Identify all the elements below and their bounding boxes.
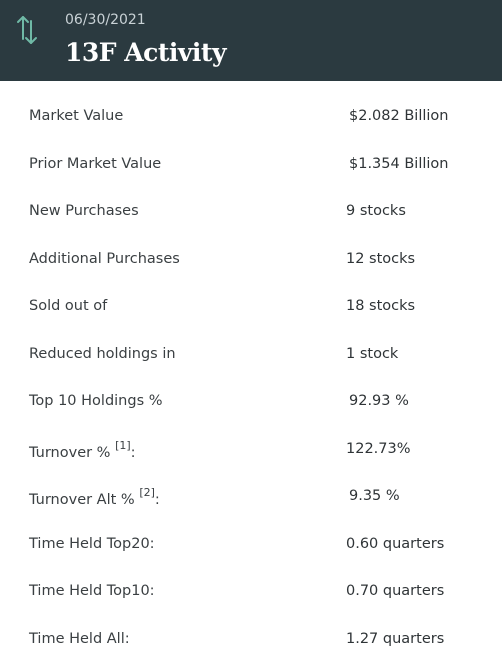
row-label: Turnover Alt % [2]: [29,488,160,508]
row-sold-out-of: Sold out of 18 stocks [0,284,502,332]
row-value: 9.35 % [349,488,400,504]
row-top10-holdings: Top 10 Holdings % 92.93 % [0,379,502,427]
row-label: Time Held Top20: [29,536,155,552]
row-value: $1.354 Billion [349,156,448,172]
row-label: Reduced holdings in [29,346,176,362]
row-time-held-top10: Time Held Top10: 0.70 quarters [0,569,502,617]
row-value: $2.082 Billion [349,108,448,124]
row-value: 9 stocks [346,203,406,219]
row-value: 0.60 quarters [346,536,444,552]
footnote-link[interactable]: [1] [115,439,131,452]
row-label: Time Held All: [29,631,130,647]
row-label: Additional Purchases [29,251,180,267]
row-turnover: Turnover % [1]: 122.73% [0,427,502,475]
row-label: New Purchases [29,203,139,219]
row-value: 1.27 quarters [346,631,444,647]
row-value: 1 stock [346,346,398,362]
row-market-value: Market Value $2.082 Billion [0,94,502,142]
row-label-text: Turnover Alt % [29,492,135,508]
footnote-link[interactable]: [2] [139,486,155,499]
row-value: 0.70 quarters [346,583,444,599]
row-value: 12 stocks [346,251,415,267]
row-label: Prior Market Value [29,156,161,172]
row-label: Turnover % [1]: [29,441,136,461]
page-title: 13F Activity [65,38,226,67]
row-label-suffix: : [155,492,160,508]
sort-arrows-icon[interactable] [14,12,40,48]
row-value: 122.73% [346,441,411,457]
row-prior-market-value: Prior Market Value $1.354 Billion [0,142,502,190]
row-time-held-top20: Time Held Top20: 0.60 quarters [0,522,502,570]
header-bar: 06/30/2021 13F Activity [0,0,502,81]
row-value: 92.93 % [349,393,409,409]
row-reduced-holdings: Reduced holdings in 1 stock [0,332,502,380]
activity-table: Market Value $2.082 Billion Prior Market… [0,94,502,664]
report-date: 06/30/2021 [65,12,146,28]
row-label: Top 10 Holdings % [29,393,163,409]
row-label-text: Turnover % [29,444,110,460]
row-additional-purchases: Additional Purchases 12 stocks [0,237,502,285]
row-label: Market Value [29,108,123,124]
row-label: Sold out of [29,298,107,314]
row-label: Time Held Top10: [29,583,155,599]
row-new-purchases: New Purchases 9 stocks [0,189,502,237]
row-value: 18 stocks [346,298,415,314]
row-turnover-alt: Turnover Alt % [2]: 9.35 % [0,474,502,522]
row-time-held-all: Time Held All: 1.27 quarters [0,617,502,664]
row-label-suffix: : [131,444,136,460]
